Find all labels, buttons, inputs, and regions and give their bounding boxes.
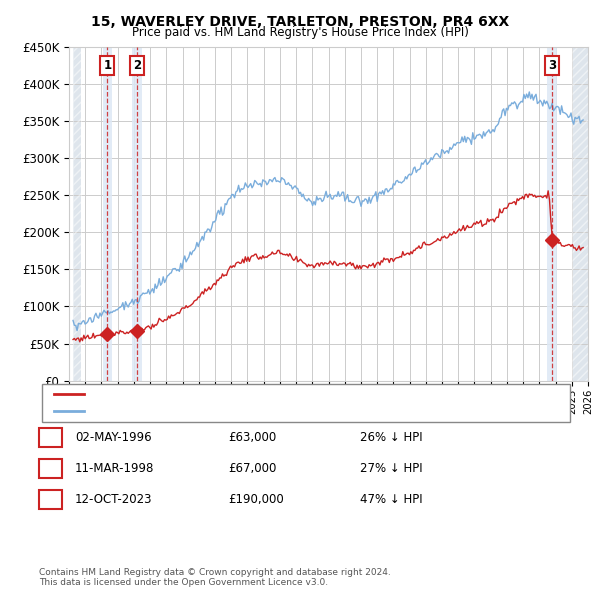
Text: Price paid vs. HM Land Registry's House Price Index (HPI): Price paid vs. HM Land Registry's House … (131, 26, 469, 39)
Text: 1: 1 (103, 59, 112, 72)
Text: 12-OCT-2023: 12-OCT-2023 (75, 493, 152, 506)
Text: 11-MAR-1998: 11-MAR-1998 (75, 462, 154, 475)
Text: 15, WAVERLEY DRIVE, TARLETON, PRESTON, PR4 6XX: 15, WAVERLEY DRIVE, TARLETON, PRESTON, P… (91, 15, 509, 29)
Text: 3: 3 (548, 59, 556, 72)
Bar (103, 47, 112, 381)
Bar (572, 47, 588, 381)
Text: 2: 2 (46, 462, 55, 475)
Text: 1: 1 (46, 431, 55, 444)
Text: £63,000: £63,000 (228, 431, 276, 444)
Bar (547, 47, 557, 381)
Text: 02-MAY-1996: 02-MAY-1996 (75, 431, 152, 444)
Text: £67,000: £67,000 (228, 462, 277, 475)
Bar (73, 47, 81, 381)
Text: 26% ↓ HPI: 26% ↓ HPI (360, 431, 422, 444)
Bar (572, 47, 588, 381)
Text: 47% ↓ HPI: 47% ↓ HPI (360, 493, 422, 506)
Text: 2: 2 (133, 59, 141, 72)
Text: 27% ↓ HPI: 27% ↓ HPI (360, 462, 422, 475)
Text: Contains HM Land Registry data © Crown copyright and database right 2024.
This d: Contains HM Land Registry data © Crown c… (39, 568, 391, 587)
Bar (73, 47, 81, 381)
Text: HPI: Average price, detached house, West Lancashire: HPI: Average price, detached house, West… (93, 406, 371, 416)
Text: 3: 3 (46, 493, 55, 506)
Bar (132, 47, 142, 381)
Text: 15, WAVERLEY DRIVE, TARLETON, PRESTON, PR4 6XX (detached house): 15, WAVERLEY DRIVE, TARLETON, PRESTON, P… (93, 389, 465, 399)
Text: £190,000: £190,000 (228, 493, 284, 506)
